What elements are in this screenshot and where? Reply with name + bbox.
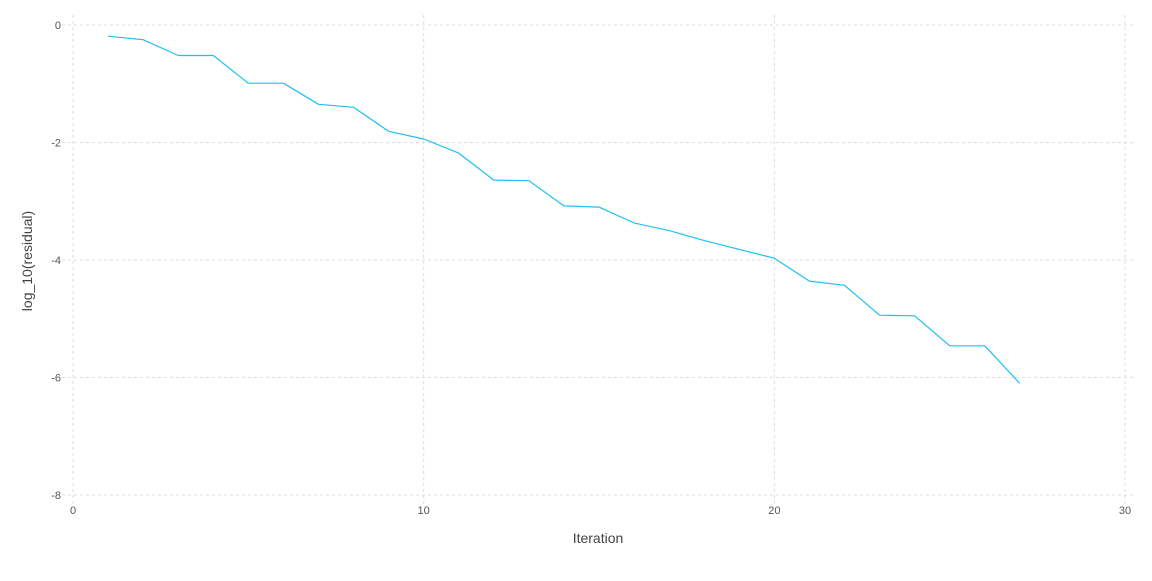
y-tick-label: 0 — [55, 20, 61, 32]
y-axis-title: log_10(residual) — [19, 211, 35, 311]
y-tick-label: -8 — [51, 490, 61, 502]
y-tick-label: -6 — [51, 373, 61, 385]
x-tick-label: 0 — [70, 505, 76, 517]
x-tick-label: 10 — [418, 505, 430, 517]
x-axis-title: Iteration — [573, 530, 624, 546]
y-tick-label: -4 — [51, 255, 61, 267]
tick-labels: 0 10 20 30 0 -2 -4 -6 -8 — [51, 20, 1131, 517]
x-tick-label: 20 — [768, 505, 780, 517]
residual-series-line — [108, 35, 1021, 384]
x-tick-label: 30 — [1119, 505, 1131, 517]
y-tick-label: -2 — [51, 138, 61, 150]
grid — [62, 15, 1133, 505]
series — [108, 35, 1021, 384]
